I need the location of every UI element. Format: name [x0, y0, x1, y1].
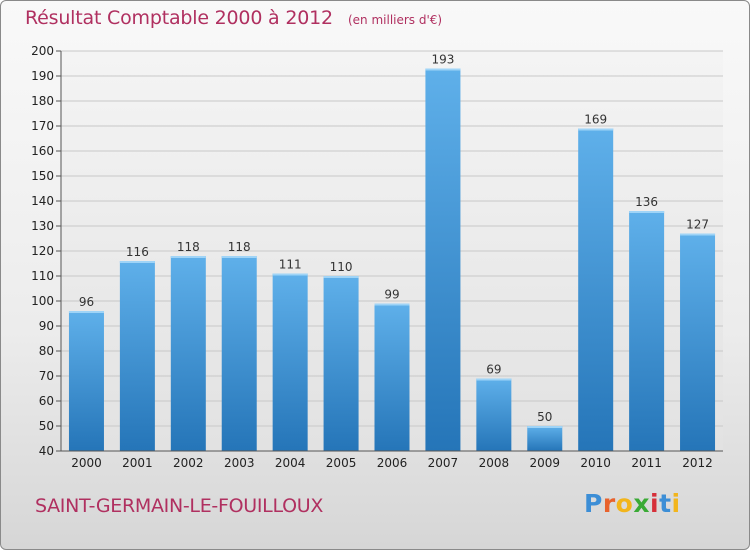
bar-2000: [68, 311, 104, 451]
x-tick-label: 2009: [529, 456, 560, 470]
data-label-2008: 69: [486, 363, 501, 377]
bar-highlight: [527, 426, 563, 428]
chart-title: Résultat Comptable 2000 à 2012: [25, 7, 333, 29]
x-tick-label: 2012: [682, 456, 713, 470]
data-label-2002: 118: [177, 240, 200, 254]
data-label-2006: 99: [384, 288, 399, 302]
bar-2005: [323, 276, 359, 451]
bar-2004: [272, 273, 308, 451]
logo-letter: o: [615, 489, 634, 518]
bars: [68, 68, 716, 451]
data-label-2010: 169: [584, 113, 607, 127]
x-tick-label: 2007: [428, 456, 459, 470]
bar-2002: [170, 256, 206, 451]
bar-2011: [629, 211, 665, 451]
y-tick-label: 100: [31, 294, 54, 308]
bar-highlight: [68, 311, 104, 313]
bar-2012: [680, 233, 716, 451]
logo-letter: x: [633, 489, 650, 518]
bar-highlight: [323, 276, 359, 278]
logo-letter: P: [584, 489, 603, 518]
bar-2006: [374, 303, 410, 451]
bar-highlight: [374, 303, 410, 306]
bar-highlight: [680, 233, 716, 236]
bar-highlight: [119, 261, 155, 263]
title-row: Résultat Comptable 2000 à 2012 (en milli…: [25, 7, 442, 35]
x-tick-label: 2011: [631, 456, 662, 470]
x-axis-ticks: 2000 2001 2002 2003 2004 2005 2006 2007 2008 2009…: [71, 456, 713, 470]
proxiti-logo[interactable]: Proxiti: [584, 489, 694, 525]
data-label-2003: 118: [228, 240, 251, 254]
x-tick-label: 2006: [377, 456, 408, 470]
logo-letter: t: [659, 489, 672, 518]
bar-highlight: [425, 68, 461, 71]
data-label-2007: 193: [431, 53, 454, 67]
data-label-2005: 110: [330, 260, 353, 274]
x-tick-label: 2008: [479, 456, 510, 470]
x-tick-label: 2001: [122, 456, 153, 470]
x-tick-label: 2003: [224, 456, 255, 470]
y-tick-label: 190: [31, 69, 54, 83]
y-tick-label: 90: [39, 319, 54, 333]
bar-2001: [119, 261, 155, 451]
y-tick-label: 50: [39, 419, 54, 433]
chart-subtitle: (en milliers d'€): [347, 13, 443, 27]
x-tick-label: 2000: [71, 456, 102, 470]
bar-highlight: [629, 211, 665, 213]
y-tick-label: 60: [39, 394, 54, 408]
y-tick-label: 40: [39, 444, 54, 458]
bar-highlight: [578, 128, 614, 131]
y-tick-label: 80: [39, 344, 54, 358]
bar-2007: [425, 68, 461, 451]
x-tick-label: 2002: [173, 456, 204, 470]
y-tick-label: 160: [31, 144, 54, 158]
y-axis-ticks: 40 50 60 70 80 90 100 110 120 130 140 150 160 170 180 1…: [31, 44, 61, 458]
y-tick-label: 120: [31, 244, 54, 258]
logo-letter: r: [602, 489, 616, 518]
data-label-2009: 50: [537, 410, 552, 424]
bar-highlight: [476, 378, 512, 381]
data-label-2011: 136: [635, 195, 658, 209]
y-tick-label: 110: [31, 269, 54, 283]
y-tick-label: 200: [31, 44, 54, 58]
data-labels: 96 116 118 118 111 110 99 193 69 50 169 136 127: [79, 53, 709, 425]
logo-letter: i: [671, 489, 681, 518]
bar-2008: [476, 378, 512, 451]
data-label-2012: 127: [686, 218, 709, 232]
bar-2009: [527, 426, 563, 451]
bar-highlight: [221, 256, 257, 258]
x-tick-label: 2004: [275, 456, 306, 470]
bar-highlight: [170, 256, 206, 258]
data-label-2001: 116: [126, 245, 149, 259]
bar-2003: [221, 256, 257, 451]
logo-letter: i: [650, 489, 660, 518]
y-tick-label: 130: [31, 219, 54, 233]
y-tick-label: 170: [31, 119, 54, 133]
y-tick-label: 140: [31, 194, 54, 208]
axes: [60, 51, 723, 452]
bar-highlight: [272, 273, 308, 276]
x-tick-label: 2010: [580, 456, 611, 470]
y-tick-label: 180: [31, 94, 54, 108]
y-tick-label: 70: [39, 369, 54, 383]
data-label-2000: 96: [79, 295, 94, 309]
data-label-2004: 111: [279, 258, 302, 272]
place-name: SAINT-GERMAIN-LE-FOUILLOUX: [35, 495, 324, 517]
bar-2010: [578, 128, 614, 451]
y-tick-label: 150: [31, 169, 54, 183]
x-tick-label: 2005: [326, 456, 357, 470]
